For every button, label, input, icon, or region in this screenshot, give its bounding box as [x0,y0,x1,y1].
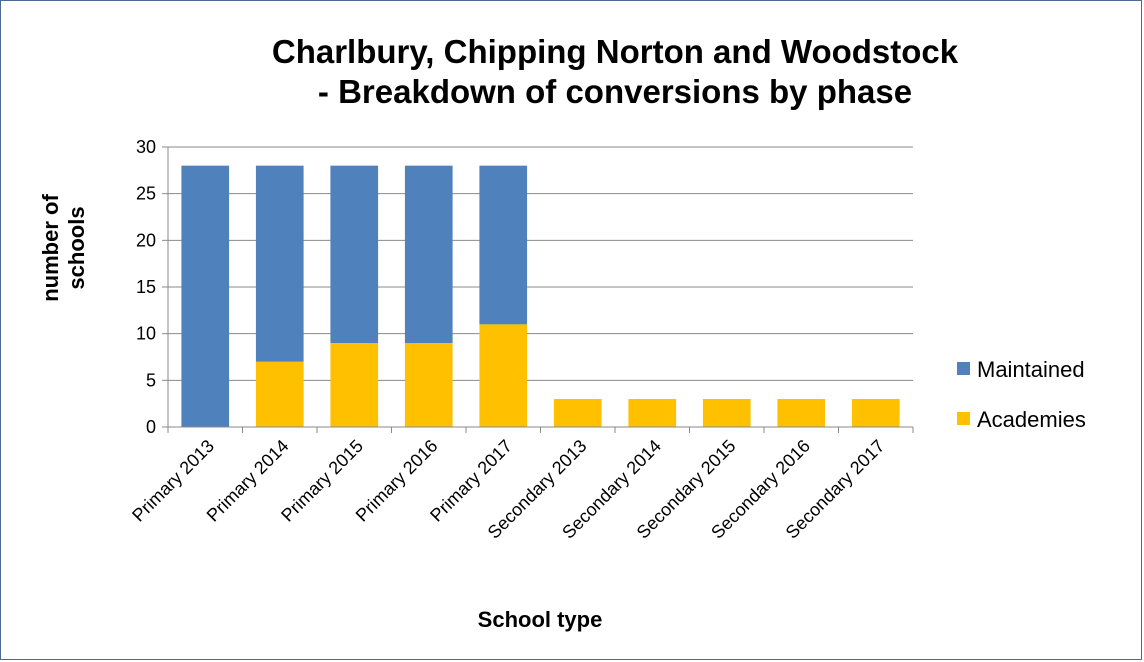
legend-label-academies: Academies [977,407,1086,432]
y-tick-label: 30 [136,137,156,157]
bar-academies [702,399,751,427]
bar-maintained [255,165,304,362]
chart-title-line-1: Charlbury, Chipping Norton and Woodstock [271,33,959,70]
bars [181,165,900,427]
legend: Maintained Academies [957,357,1086,432]
y-tick-label: 20 [136,230,156,250]
bar-academies [628,399,677,427]
bar-academies [777,399,826,427]
bar-maintained [479,165,528,325]
bar-maintained [404,165,453,343]
bar-academies [330,343,379,427]
y-tick-label: 5 [146,370,156,390]
bar-academies [851,399,900,427]
y-tick-label: 10 [136,324,156,344]
x-axis-title: School type [478,607,603,632]
y-axis-title-line-1: number of [38,194,63,302]
chart-title-line-2: - Breakdown of conversions by phase [317,73,913,110]
y-tick-labels: 0 5 10 15 20 25 30 [136,137,156,437]
y-tick-label: 15 [136,277,156,297]
bar-academies [404,343,453,427]
bar-maintained [330,165,379,343]
legend-swatch-academies [957,412,970,425]
axes [167,147,914,433]
bar-maintained [181,165,230,427]
bar-academies [553,399,602,427]
legend-label-maintained: Maintained [977,357,1085,382]
chart-title: Charlbury, Chipping Norton and Woodstock… [150,32,1080,112]
bar-academies [255,361,304,427]
bar-academies [479,324,528,427]
y-tick-label: 0 [146,417,156,437]
legend-swatch-maintained [957,362,970,375]
y-tick-label: 25 [136,184,156,204]
y-axis-title-line-2: schools [64,206,89,289]
